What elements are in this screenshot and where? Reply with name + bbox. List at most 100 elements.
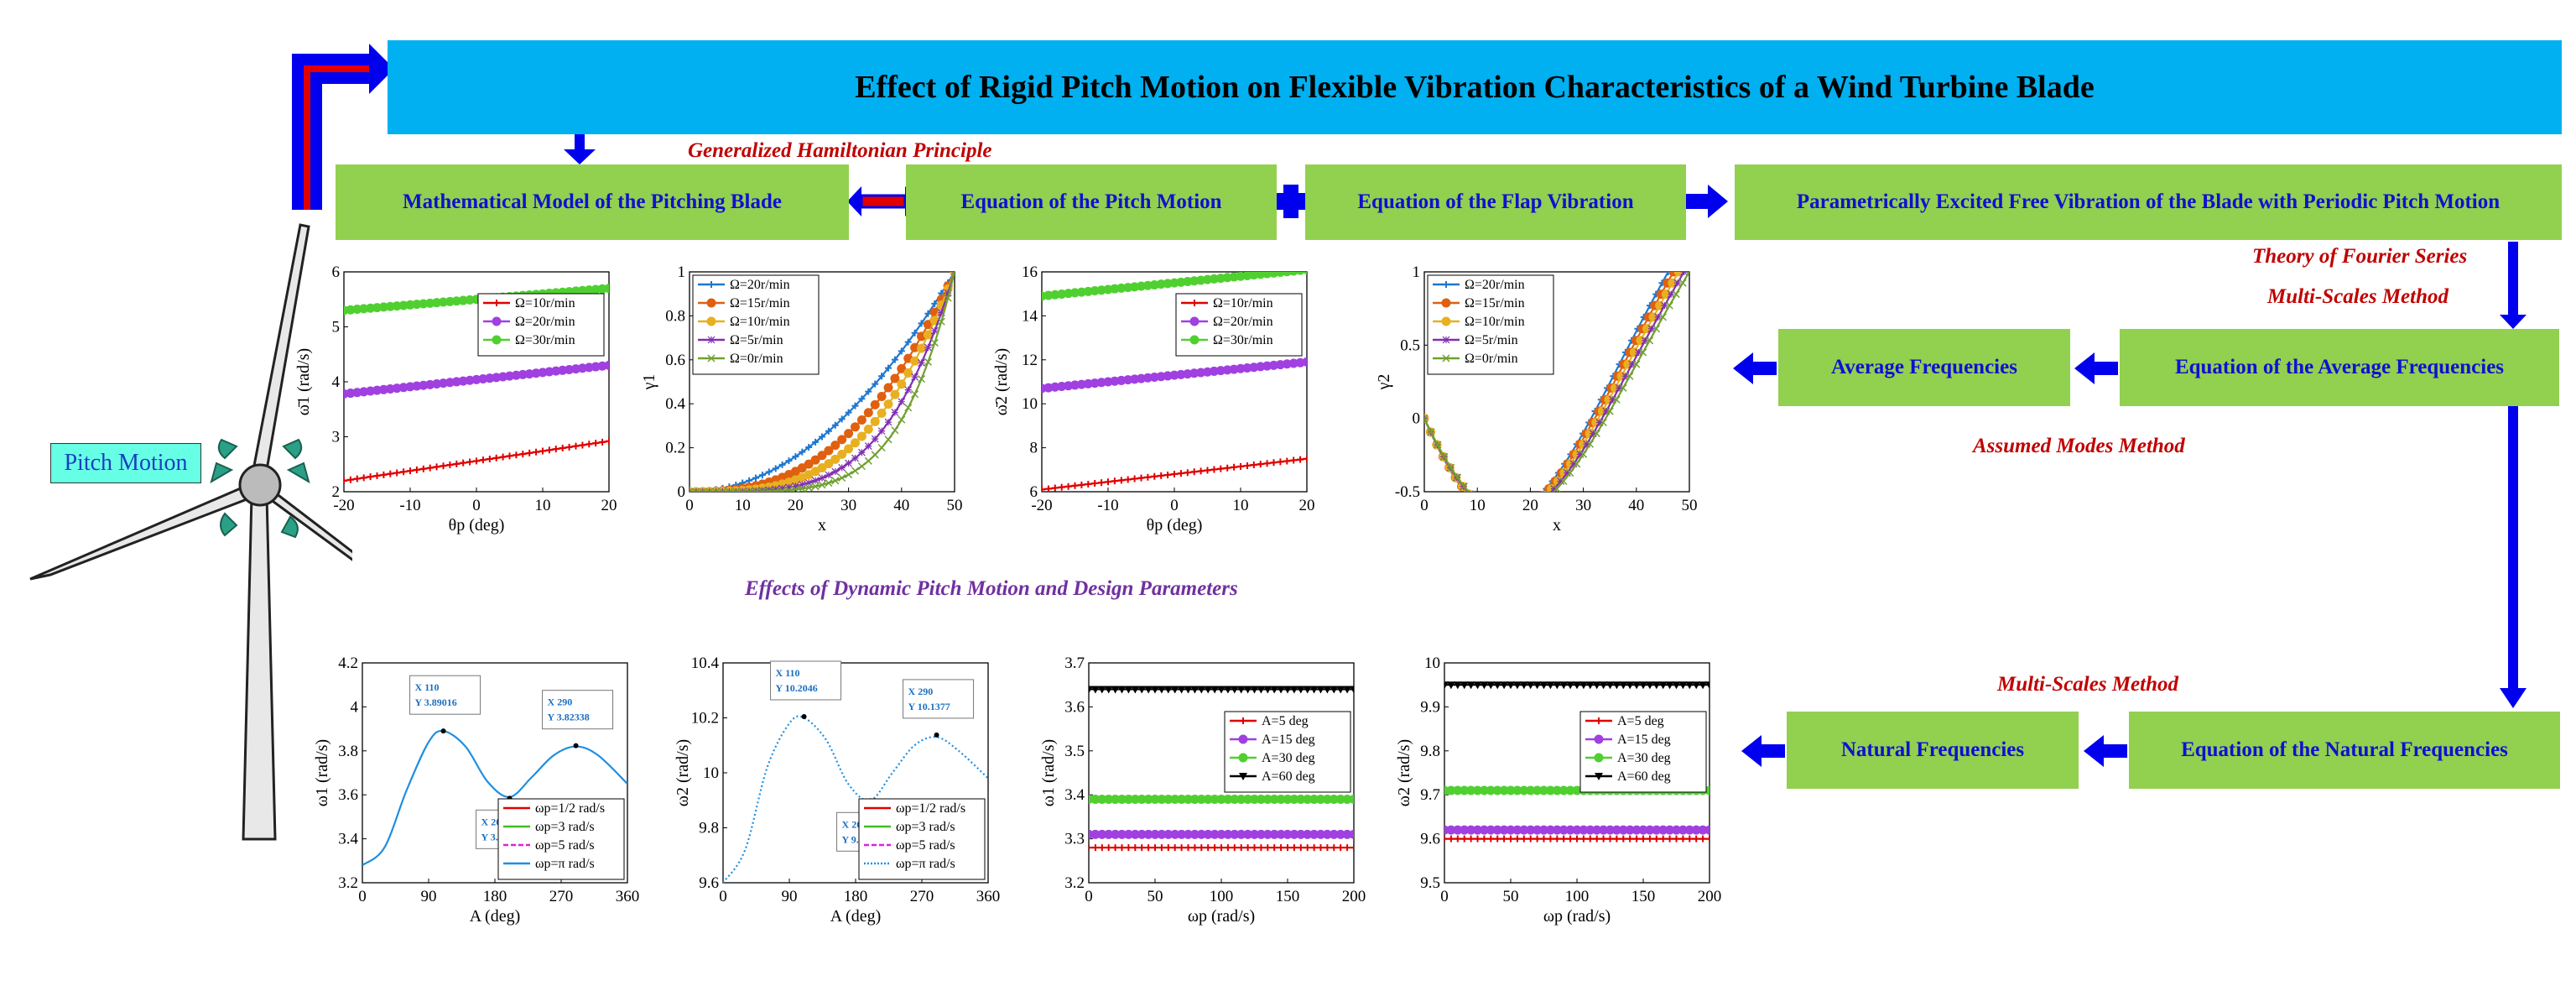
data-point <box>1635 348 1642 357</box>
legend: Ω=10r/min Ω=20r/min Ω=30r/min <box>1175 293 1303 357</box>
data-point <box>1302 357 1307 367</box>
data-point <box>904 338 912 346</box>
data-point <box>1295 272 1305 275</box>
data-point <box>353 475 361 482</box>
data-point <box>1205 844 1212 852</box>
datatip-x: X 290 <box>548 696 573 708</box>
y-tick-label: 9.7 <box>1420 786 1440 804</box>
data-point <box>1198 844 1205 852</box>
data-point <box>804 483 813 492</box>
legend-label: Ω=10r/min <box>515 296 575 310</box>
data-point <box>752 488 760 492</box>
legend: ωp=1/2 rad/s ωp=3 rad/s ωp=5 rad/s ωp=π rad… <box>497 798 625 880</box>
data-point <box>499 453 507 461</box>
data-point <box>1250 686 1259 694</box>
data-point <box>1453 681 1462 690</box>
data-point <box>1665 301 1673 310</box>
data-point <box>1664 272 1672 275</box>
data-point <box>1089 844 1092 852</box>
data-point <box>1492 510 1499 517</box>
data-point <box>752 474 759 482</box>
data-point <box>725 488 733 492</box>
data-point <box>1231 463 1238 471</box>
data-point <box>1626 835 1634 842</box>
data-point <box>1527 835 1534 842</box>
left-arrow-icon <box>1741 735 1762 767</box>
data-point <box>1144 473 1152 481</box>
x-tick-label: 360 <box>616 888 640 905</box>
legend-marker <box>493 300 500 306</box>
x-tick-label: 0 <box>685 497 694 514</box>
x-tick-label: 180 <box>483 888 507 905</box>
data-point <box>1044 485 1052 492</box>
y-tick-label: 3.4 <box>338 831 358 848</box>
datatip-box <box>542 690 614 730</box>
data-point <box>825 471 833 479</box>
data-point <box>1659 835 1667 842</box>
data-point <box>1131 475 1138 482</box>
data-point <box>1271 844 1278 852</box>
data-point <box>1494 512 1501 519</box>
data-point <box>831 421 839 429</box>
data-point <box>804 459 814 469</box>
data-point <box>1626 681 1635 690</box>
data-point <box>1509 511 1517 519</box>
y-tick-label: 3.2 <box>1064 874 1085 892</box>
method-hamiltonian: Generalized Hamiltonian Principle <box>688 139 992 162</box>
data-point <box>845 409 852 416</box>
legend-label: A=60 deg <box>1262 769 1315 784</box>
data-point <box>1589 430 1597 438</box>
y-tick-label: 3.2 <box>338 874 358 892</box>
data-point <box>1152 844 1158 852</box>
data-point <box>950 272 955 276</box>
legend-label: ωp=1/2 rad/s <box>535 801 605 816</box>
data-point <box>904 386 913 394</box>
data-point <box>1592 681 1601 690</box>
data-point <box>1579 681 1588 690</box>
chart-svg: 0 50 100 150 200 3.2 3.3 3.4 3.5 3.6 3.7 ωp (rad/s)… <box>1039 655 1366 926</box>
legend-marker <box>1238 753 1248 763</box>
data-point <box>937 309 945 317</box>
chart-pitch-freq-2: 0 50 100 150 200 9.5 9.6 9.7 9.8 9.9 10 ωp (rad/s) ω… <box>1392 651 1728 941</box>
data-point <box>400 468 408 476</box>
x-tick-label: 50 <box>947 497 963 514</box>
data-point <box>1118 844 1126 852</box>
data-point <box>1184 469 1191 477</box>
legend-box <box>1579 711 1707 793</box>
data-point <box>1137 686 1147 694</box>
data-point <box>1647 325 1656 333</box>
data-point <box>870 416 880 426</box>
data-point <box>824 446 834 456</box>
x-tick-label: 0 <box>719 888 727 905</box>
data-point <box>1178 844 1185 852</box>
data-point <box>851 454 859 462</box>
data-point <box>1290 456 1298 464</box>
y-axis-label: ω2 (rad/s) <box>1395 739 1413 806</box>
x-tick-label: 90 <box>782 888 798 905</box>
data-point <box>1606 835 1614 842</box>
chart-svg: -20 -10 0 10 20 6 8 10 12 14 16 θp (deg) ω̄2 (rad/s)… <box>992 263 1315 535</box>
y-axis-label: ω̄2 (rad/s) <box>992 348 1011 415</box>
x-tick-label: 20 <box>788 497 804 514</box>
data-point <box>1632 681 1642 690</box>
legend: ωp=1/2 rad/s ωp=3 rad/s ωp=5 rad/s ωp=π rad… <box>858 798 986 880</box>
data-point <box>393 469 401 477</box>
data-point <box>1042 486 1045 492</box>
legend-marker <box>1443 281 1449 288</box>
x-tick-label: -20 <box>1031 497 1052 514</box>
legend-label: A=60 deg <box>1617 769 1671 784</box>
data-point <box>1639 681 1647 690</box>
data-point <box>937 317 945 326</box>
data-point <box>1473 681 1482 690</box>
data-point <box>1111 844 1119 852</box>
data-point <box>1553 484 1561 492</box>
data-point <box>1460 482 1468 491</box>
data-point <box>924 343 932 352</box>
data-point <box>718 488 727 492</box>
hub <box>238 463 282 507</box>
data-point <box>857 448 866 456</box>
y-tick-label: 3.4 <box>1064 786 1085 804</box>
data-point <box>1124 686 1133 694</box>
data-point <box>690 488 694 492</box>
data-point <box>1514 512 1521 519</box>
